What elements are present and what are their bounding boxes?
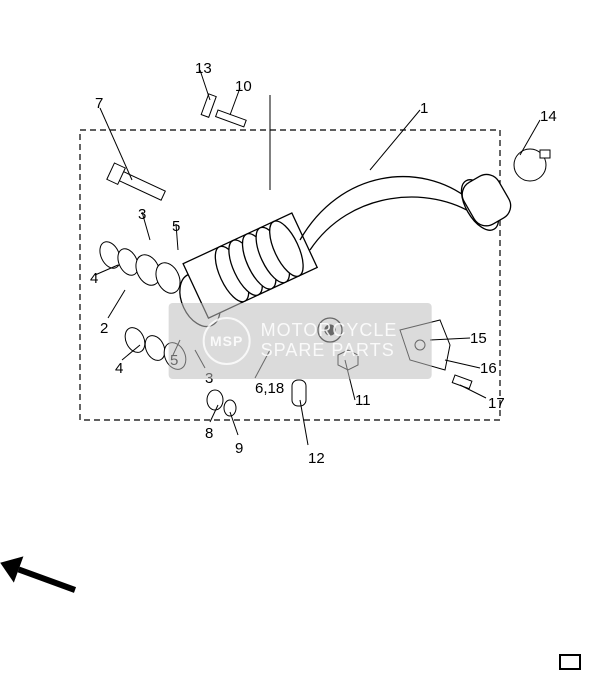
callout-7: 7 — [95, 95, 103, 112]
callout-5a: 5 — [172, 218, 180, 235]
callout-12: 12 — [308, 450, 325, 467]
callout-8: 8 — [205, 425, 213, 442]
callout-2: 2 — [100, 320, 108, 337]
leader-lines — [95, 70, 540, 445]
shock-absorber-assembly — [172, 169, 516, 342]
callout-1: 1 — [420, 100, 428, 117]
page-corner-mark — [560, 655, 580, 669]
callout-14: 14 — [540, 108, 557, 125]
mounting-bracket — [400, 320, 472, 389]
bushings-lower — [121, 324, 190, 373]
callout-9: 9 — [235, 440, 243, 457]
callout-17: 17 — [488, 395, 505, 412]
diagram-canvas — [0, 0, 600, 681]
mounting-bolt — [107, 163, 165, 200]
collar — [292, 380, 306, 406]
callout-13: 13 — [195, 60, 212, 77]
callout-4b: 4 — [115, 360, 123, 377]
nut — [338, 350, 358, 370]
parts-diagram: 123344556,187891011121314151617 MSP MOTO… — [0, 0, 600, 681]
callout-5b: 5 — [170, 352, 178, 369]
callout-11: 11 — [355, 392, 371, 409]
callout-3a: 3 — [138, 206, 146, 223]
direction-arrow-icon — [0, 556, 75, 590]
callout-10: 10 — [235, 78, 252, 95]
bushings-left — [96, 239, 185, 298]
callout-16: 16 — [480, 360, 497, 377]
hose-clamp — [514, 149, 550, 181]
lower-nut-washer — [207, 390, 236, 416]
callout-15: 15 — [470, 330, 487, 347]
callout-4a: 4 — [90, 270, 98, 287]
callout-6_18: 6,18 — [255, 380, 284, 397]
callout-3b: 3 — [205, 370, 213, 387]
hose-fitting — [201, 94, 246, 127]
